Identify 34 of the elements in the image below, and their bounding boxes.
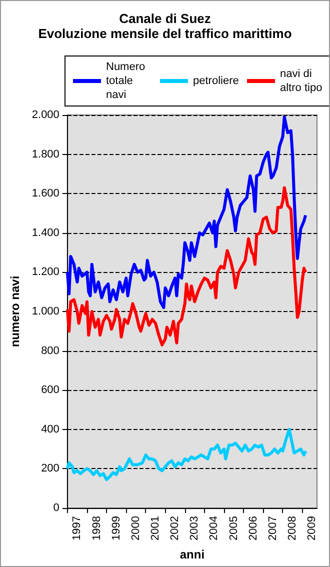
y-axis-title: numero navi [8, 276, 22, 348]
x-tick-label: 2001 [150, 516, 162, 540]
x-tick-label: 2003 [188, 516, 201, 540]
y-tick-label: 600 [41, 384, 60, 396]
y-tick-label: 1.200 [32, 266, 60, 278]
legend-label: Numero totale navi [106, 61, 148, 101]
x-tick-label: 1997 [71, 516, 84, 540]
y-tick-label: 200 [41, 462, 60, 475]
x-tick-label: 2002 [169, 516, 182, 540]
chart-subtitle: Evoluzione mensile del traffico marittimo [38, 26, 292, 41]
x-tick-label: 2007 [266, 516, 279, 540]
x-tick-label: 1998 [90, 516, 103, 540]
x-tick-label: 2009 [306, 516, 318, 540]
x-tick-label: 1999 [110, 516, 122, 540]
x-tick-label: 2000 [130, 516, 142, 540]
y-tick-label: 800 [41, 344, 60, 357]
y-tick-label: 0 [53, 502, 60, 514]
x-tick-label: 2005 [228, 516, 240, 540]
y-tick-label: 2.000 [32, 109, 60, 121]
line-series [66, 115, 308, 310]
legend-label: navi di altro tipo [280, 68, 322, 94]
y-tick-label: 1.800 [32, 148, 60, 160]
x-tick-label: 2008 [286, 516, 299, 540]
y-tick-label: 400 [41, 423, 60, 436]
line-series [66, 186, 308, 346]
y-tick-label: 1.600 [32, 188, 60, 200]
legend-label: petroliere [193, 75, 239, 87]
chart-title: Canale di Suez [119, 11, 212, 26]
x-tick-label: 2004 [208, 516, 220, 540]
x-tick-label: 2006 [247, 516, 260, 540]
y-tick-label: 1.000 [32, 306, 60, 318]
x-axis-title: anni [180, 547, 205, 562]
line-series [66, 428, 308, 482]
y-tick-label: 1.400 [32, 226, 60, 239]
